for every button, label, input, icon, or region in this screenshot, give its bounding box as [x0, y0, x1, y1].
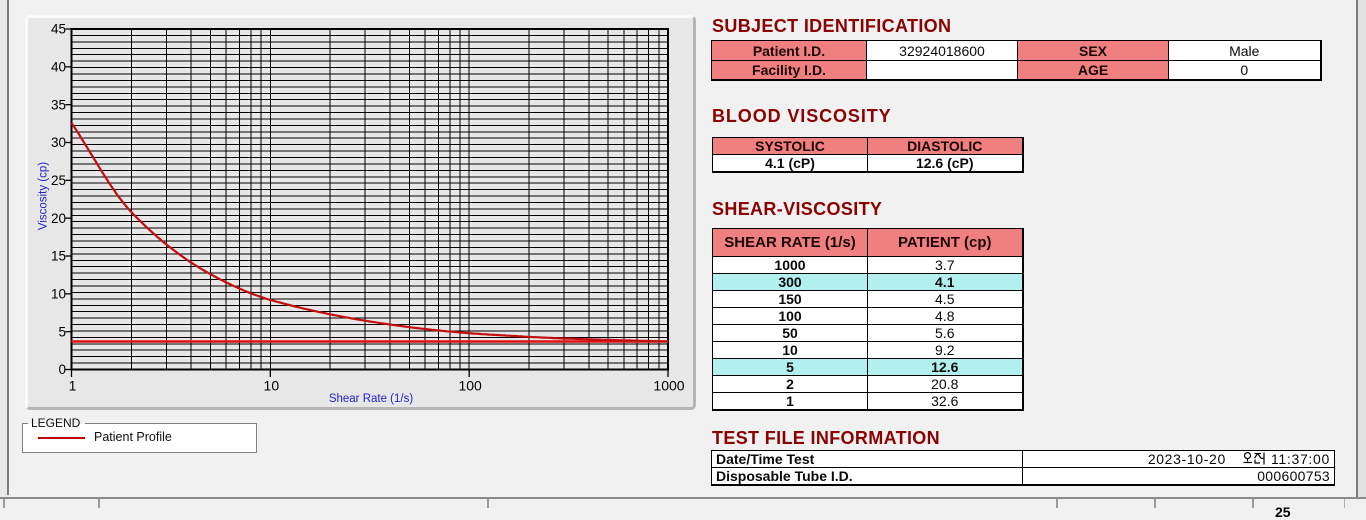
svg-text:40: 40 — [51, 59, 66, 74]
svg-text:30: 30 — [51, 135, 66, 150]
svg-text:20: 20 — [51, 211, 66, 226]
svg-text:15: 15 — [51, 249, 66, 264]
svg-text:25: 25 — [51, 173, 66, 188]
svg-text:0: 0 — [58, 362, 66, 377]
svg-text:10: 10 — [264, 378, 280, 394]
svg-text:1000: 1000 — [653, 378, 684, 394]
svg-text:Shear Rate (1/s): Shear Rate (1/s) — [329, 393, 414, 405]
svg-text:Viscosity (cp): Viscosity (cp) — [38, 162, 50, 230]
svg-text:10: 10 — [51, 286, 66, 301]
svg-text:45: 45 — [51, 22, 66, 37]
svg-text:100: 100 — [458, 378, 482, 394]
svg-text:5: 5 — [58, 324, 66, 339]
svg-text:35: 35 — [51, 97, 66, 112]
svg-text:1: 1 — [69, 378, 77, 394]
